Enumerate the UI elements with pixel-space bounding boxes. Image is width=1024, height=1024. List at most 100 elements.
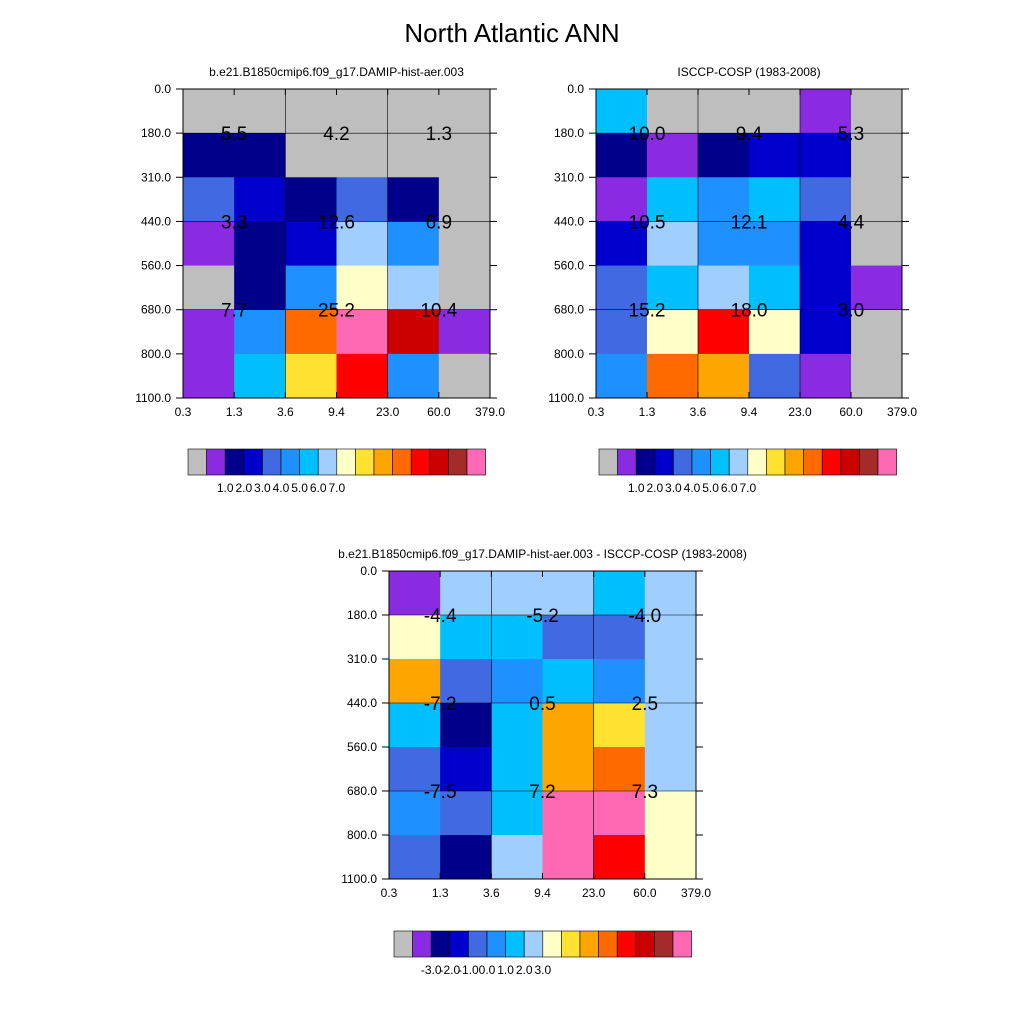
heatmap-cell [234,265,286,311]
colorbar-box [336,448,356,476]
heatmap-cell [800,265,852,311]
heatmap-cell [698,221,750,266]
heatmap-cell [234,177,286,222]
heatmap-cell [851,309,903,355]
heatmap-cell [438,309,491,355]
colorbar-label: 7.0 [739,481,756,495]
y-tick-label: 0.0 [360,564,377,578]
heatmap-cell [542,835,595,880]
heatmap-cell [596,265,648,311]
group-value-label: 7.3 [632,782,658,803]
group-value-label: 15.2 [629,301,666,322]
group-value-label: 7.7 [221,301,247,322]
heatmap-cell [491,571,543,616]
colorbar-box [206,448,226,476]
colorbar-box [766,448,786,476]
group-value-label: 9.4 [736,124,763,145]
y-tick-label: 800.0 [554,347,584,361]
colorbar-box [542,930,562,958]
page-title: North Atlantic ANN [404,18,620,48]
heatmap-cell [593,571,646,616]
colorbar-box [635,930,655,958]
heatmap-cell [491,835,543,880]
heatmap-cell [285,89,337,134]
heatmap-cell [542,703,595,748]
heatmap-cell [647,221,699,266]
y-tick-label: 310.0 [141,170,171,184]
y-tick-label: 560.0 [347,740,377,754]
colorbar-box [784,448,804,476]
heatmap-cell [234,353,286,399]
colorbar-label: 5.0 [702,481,719,495]
group-value-label: -4.0 [628,606,661,627]
colorbar-box [466,448,486,476]
group-value-label: 18.0 [731,301,768,322]
colorbar-box [691,448,711,476]
heatmap-cell [851,265,903,311]
heatmap-cell [647,353,699,399]
panel-title: b.e21.B1850cmip6.f09_g17.DAMIP-hist-aer.… [338,547,747,561]
colorbar-label: -3.0 [421,963,442,977]
colorbar-box [393,930,413,958]
heatmap-cell [644,615,697,660]
y-tick-label: 1100.0 [548,391,584,405]
heatmap-cell [593,791,646,836]
heatmap-cell [438,133,491,178]
heatmap-cell [234,221,286,266]
group-value-label: 25.2 [318,301,355,322]
x-tick-label: 1.3 [432,886,449,900]
colorbar-box [598,930,618,958]
heatmap-cell [749,177,801,222]
heatmap-cell [389,747,441,792]
group-value-label: 6.9 [426,212,452,233]
heatmap-cell [183,177,235,222]
group-value-label: 12.1 [731,212,768,233]
y-tick-label: 680.0 [554,303,584,317]
y-tick-label: 180.0 [554,126,584,140]
colorbar-label: -2.0 [439,963,460,977]
heatmap-cell [389,791,441,836]
colorbar-label: 2.0 [516,963,533,977]
heatmap-cell [438,221,491,266]
heatmap-cell [491,703,543,748]
colorbar-box [877,448,897,476]
heatmap-cell [285,309,337,355]
heatmap-cell [542,615,595,660]
group-value-label: 0.5 [529,694,555,715]
group-value-label: 5.3 [838,124,864,145]
colorbar-box [243,448,263,476]
heatmap-cell [698,177,750,222]
heatmap-cell [749,89,801,134]
heatmap-cell [596,221,648,266]
heatmap-cell [851,89,903,134]
colorbar-box [410,448,431,476]
colorbar-box [728,448,749,476]
colorbar-box [654,930,674,958]
colorbar-box [429,448,449,476]
colorbar-label: 6.0 [721,481,738,495]
heatmap-cell [596,133,648,178]
heatmap-cell [440,703,492,748]
heatmap-cell [800,221,852,266]
colorbar-label: 4.0 [273,481,290,495]
colorbar-box [449,930,469,958]
heatmap-cell [440,791,492,836]
colorbar-box [616,930,637,958]
x-tick-label: 23.0 [376,405,400,419]
heatmap-cell [749,221,801,266]
heatmap-cell [234,133,286,178]
heatmap-cell [389,615,441,660]
heatmap-cell [596,177,648,222]
heatmap-cell [542,659,595,704]
heatmap-cell [440,571,492,616]
y-tick-label: 310.0 [554,170,584,184]
x-tick-label: 379.0 [681,886,711,900]
heatmap-cell [491,659,543,704]
x-tick-label: 9.4 [534,886,551,900]
heatmap-cell [183,89,235,134]
colorbar-box [859,448,879,476]
heatmap-cell [698,309,750,355]
colorbar-box [412,930,432,958]
group-value-label: -7.5 [424,782,457,803]
colorbar-label: 4.0 [684,481,701,495]
